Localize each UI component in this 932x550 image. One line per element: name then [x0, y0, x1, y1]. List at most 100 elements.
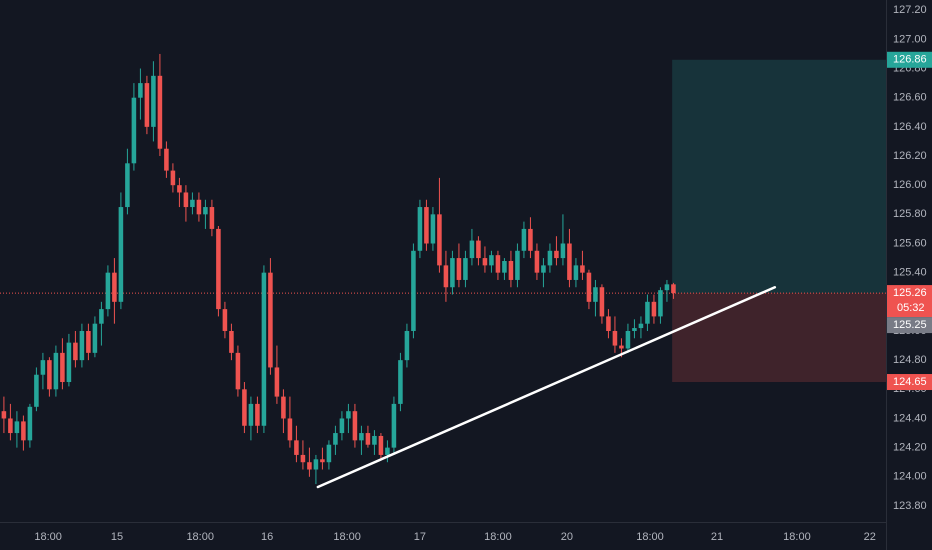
- candle-body: [79, 330, 85, 361]
- candle-body: [365, 433, 371, 445]
- candle-body: [157, 75, 163, 149]
- candle-body: [209, 207, 215, 229]
- trendline: [316, 285, 777, 489]
- candle-body: [326, 444, 332, 463]
- target-badge-bg: [887, 51, 932, 68]
- last-price-badge-bg: [887, 317, 932, 334]
- candle-body: [313, 459, 319, 470]
- candle-body: [378, 435, 384, 455]
- candle-body: [541, 265, 546, 273]
- candle-body: [359, 433, 364, 441]
- x-tick-label: 18:00: [186, 531, 214, 543]
- candle-body: [671, 284, 676, 294]
- candle-body: [430, 214, 436, 244]
- candle-body: [560, 243, 566, 259]
- candle-body: [489, 255, 494, 266]
- countdown: 05:32: [897, 302, 925, 314]
- candle-body: [521, 228, 527, 251]
- target-badge: 126.86: [893, 54, 927, 66]
- candle-body: [443, 265, 449, 288]
- y-tick-label: 126.00: [893, 179, 927, 191]
- candle-body: [274, 367, 280, 397]
- y-tick-label: 125.40: [893, 267, 927, 279]
- candle-body: [99, 309, 104, 324]
- candle-body: [47, 360, 52, 390]
- candle-body: [53, 352, 59, 390]
- candle-body: [664, 284, 670, 291]
- x-tick-label: 22: [864, 531, 876, 543]
- candle-body: [287, 418, 293, 441]
- candle-body: [268, 272, 273, 368]
- candle-body: [599, 287, 605, 317]
- candle-body: [203, 207, 208, 215]
- y-tick-label: 125.80: [893, 208, 927, 220]
- candle-body: [469, 240, 475, 259]
- x-tick-label: 17: [414, 531, 426, 543]
- candle-body: [463, 258, 468, 280]
- candle-body: [66, 342, 72, 383]
- candle-body: [86, 330, 91, 353]
- y-tick-label: 125.60: [893, 237, 927, 249]
- candle-body: [235, 352, 241, 390]
- candle-body: [528, 228, 533, 251]
- candle-body: [40, 360, 46, 375]
- candle-body: [515, 250, 520, 280]
- candle-body: [586, 272, 592, 302]
- candle-body: [242, 389, 247, 426]
- candle-body: [502, 261, 507, 273]
- candle-body: [34, 374, 39, 407]
- candle-body: [638, 323, 644, 329]
- candle-body: [294, 440, 299, 455]
- candle-body: [183, 192, 189, 208]
- y-tick-label: 124.80: [893, 354, 927, 366]
- candle-body: [508, 261, 514, 280]
- candle-body: [118, 207, 124, 302]
- candle-body: [73, 342, 78, 361]
- plot: [0, 53, 886, 489]
- candle-body: [60, 352, 65, 383]
- candle-body: [229, 330, 234, 353]
- candle-body: [125, 163, 130, 208]
- candle-body: [625, 330, 631, 349]
- candle-body: [482, 258, 488, 266]
- entry-badge-bg: [887, 285, 932, 318]
- candle-body: [333, 433, 338, 445]
- candle-body: [593, 287, 598, 302]
- candle-body: [27, 406, 33, 441]
- candle-body: [651, 301, 657, 317]
- candle-body: [606, 316, 611, 331]
- x-tick-label: 15: [111, 531, 123, 543]
- y-tick-label: 124.00: [893, 471, 927, 483]
- candle-body: [385, 447, 390, 455]
- candle-body: [372, 435, 377, 445]
- profit-zone: [672, 59, 886, 294]
- candle-body: [417, 207, 423, 251]
- x-tick-label: 18:00: [333, 531, 361, 543]
- candle-body: [112, 272, 117, 302]
- candle-body: [658, 290, 663, 317]
- candle-body: [476, 240, 481, 259]
- candle-body: [151, 75, 156, 127]
- candle-body: [612, 330, 618, 346]
- candle-body: [255, 403, 260, 426]
- candle-body: [92, 323, 98, 353]
- candle-body: [196, 199, 202, 215]
- y-tick-label: 127.00: [893, 33, 927, 45]
- x-tick-label: 18:00: [484, 531, 512, 543]
- entry-badge: 125.26: [893, 287, 927, 299]
- stop-badge-bg: [887, 374, 932, 391]
- x-tick-label: 21: [711, 531, 723, 543]
- candle-body: [352, 411, 358, 441]
- y-tick-label: 123.80: [893, 500, 927, 512]
- x-tick-label: 16: [261, 531, 273, 543]
- candle-body: [580, 265, 585, 273]
- candle-body: [398, 360, 403, 404]
- candle-body: [456, 258, 462, 280]
- candle-body: [1, 411, 7, 419]
- candle-body: [645, 301, 650, 324]
- candle-body: [216, 228, 221, 310]
- y-tick-label: 126.60: [893, 92, 927, 104]
- candle-body: [138, 83, 143, 98]
- y-tick-label: 124.20: [893, 442, 927, 454]
